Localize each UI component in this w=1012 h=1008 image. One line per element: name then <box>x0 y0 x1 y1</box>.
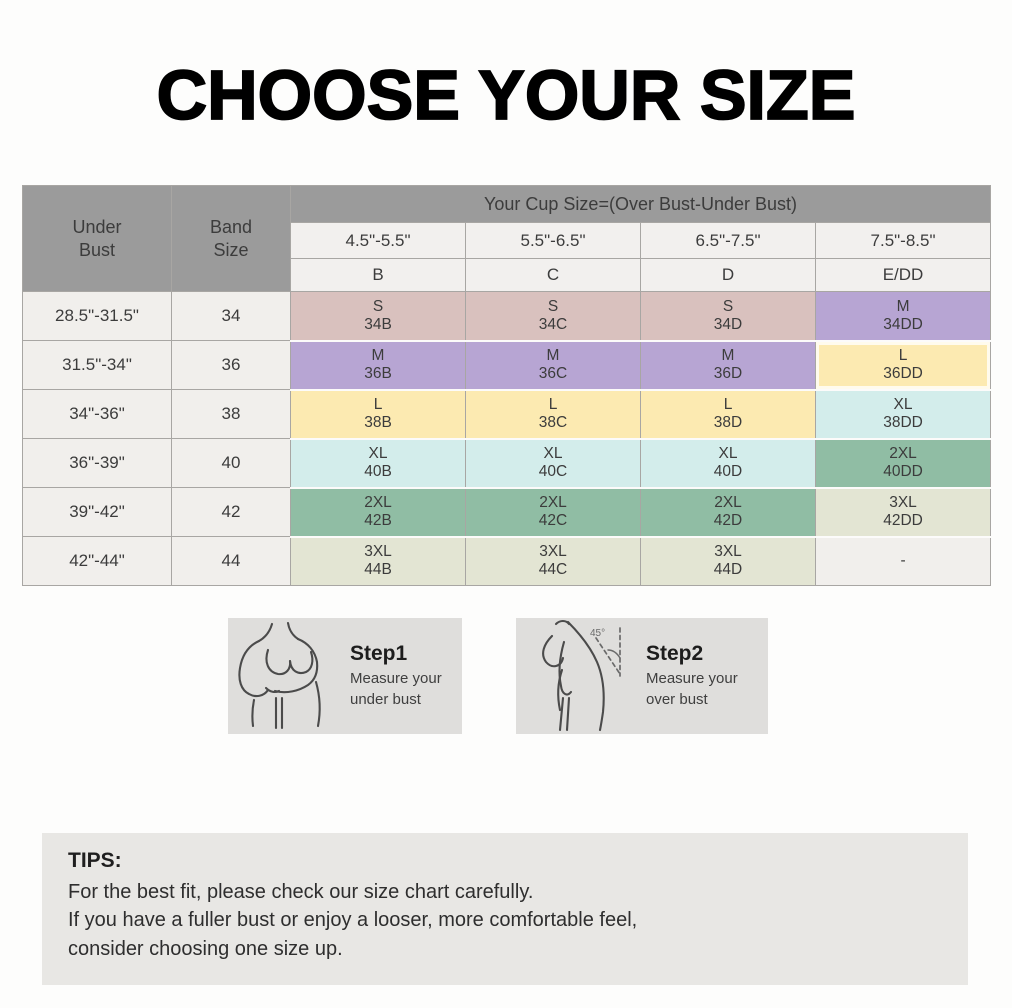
under-bust-value: 28.5"-31.5" <box>22 291 172 341</box>
step2-description-line2: over bust <box>646 690 708 708</box>
under-bust-value: 36"-39" <box>22 438 172 488</box>
size-cell-42C: 2XL 42C <box>465 486 641 537</box>
cup-range-c: 5.5"-6.5" <box>465 222 641 259</box>
step1-description-line1: Measure your <box>350 670 442 688</box>
size-cell-40B: XL 40B <box>290 437 466 488</box>
size-cell-40D: XL 40D <box>640 437 816 488</box>
column-header-band-size: Band Size <box>171 185 291 292</box>
step2-figure-icon: 45° <box>542 619 621 732</box>
under-bust-value: 34"-36" <box>22 389 172 439</box>
table-row: 28.5"-31.5" 34 S 34B S 34C S 34D M 34DD <box>22 291 992 341</box>
cup-range-d: 6.5"-7.5" <box>640 222 816 259</box>
size-cell-44DD-empty: - <box>814 535 992 586</box>
size-cell-34D: S 34D <box>640 291 816 341</box>
size-cell-36DD: L 36DD <box>814 339 992 390</box>
page-title: CHOOSE YOUR SIZE <box>156 55 857 135</box>
tips-panel: TIPS: For the best fit, please check our… <box>42 833 968 985</box>
step2-description-line1: Measure your <box>646 670 738 688</box>
table-row: 39"-42" 42 2XL 42B 2XL 42C 2XL 42D 3XL 42DD <box>22 486 992 537</box>
size-cell-38D: L 38D <box>640 388 816 439</box>
cup-range-edd: 7.5"-8.5" <box>814 222 992 259</box>
step1-title: Step1 <box>350 642 408 666</box>
band-size-value: 42 <box>171 487 291 537</box>
size-cell-36C: M 36C <box>465 339 641 390</box>
size-cell-44C: 3XL 44C <box>465 535 641 586</box>
band-size-value: 34 <box>171 291 291 341</box>
tips-line-2: If you have a fuller bust or enjoy a loo… <box>68 909 638 932</box>
cup-letter-c: C <box>465 258 641 292</box>
size-cell-40DD: 2XL 40DD <box>814 437 992 488</box>
size-cell-36B: M 36B <box>290 339 466 390</box>
size-cell-34C: S 34C <box>465 291 641 341</box>
size-chart-table: Under Bust Band Size Your Cup Size=(Over… <box>22 185 992 586</box>
tips-line-1: For the best fit, please check our size … <box>68 881 534 903</box>
cup-letter-d: D <box>640 258 816 292</box>
size-cell-38B: L 38B <box>290 388 466 439</box>
under-bust-value: 31.5"-34" <box>22 340 172 390</box>
step1-card: Step1 Measure your under bust <box>228 618 462 734</box>
column-header-under-bust: Under Bust <box>22 185 172 292</box>
table-row: 36"-39" 40 XL 40B XL 40C XL 40D 2XL 40DD <box>22 437 992 488</box>
size-cell-36D: M 36D <box>640 339 816 390</box>
cup-letter-b: B <box>290 258 466 292</box>
step2-card: 45° Step2 Measure your over bust <box>516 618 768 734</box>
under-bust-value: 39"-42" <box>22 487 172 537</box>
cup-size-header: Your Cup Size=(Over Bust-Under Bust) <box>289 185 992 223</box>
table-row: 34"-36" 38 L 38B L 38C L 38D XL 38DD <box>22 388 992 439</box>
size-cell-34B: S 34B <box>290 291 466 341</box>
size-cell-38C: L 38C <box>465 388 641 439</box>
step1-figure-icon <box>238 621 321 730</box>
size-cell-42B: 2XL 42B <box>290 486 466 537</box>
size-cell-42D: 2XL 42D <box>640 486 816 537</box>
size-cell-42DD: 3XL 42DD <box>814 486 992 537</box>
size-cell-38DD: XL 38DD <box>814 388 992 439</box>
under-bust-value: 42"-44" <box>22 536 172 586</box>
step1-description-line2: under bust <box>350 690 421 708</box>
size-cell-40C: XL 40C <box>465 437 641 488</box>
cup-range-b: 4.5"-5.5" <box>290 222 466 259</box>
tips-line-3: consider choosing one size up. <box>68 937 343 960</box>
table-row: 42"-44" 44 3XL 44B 3XL 44C 3XL 44D - <box>22 535 992 586</box>
band-size-value: 44 <box>171 536 291 586</box>
cup-letter-edd: E/DD <box>814 258 992 292</box>
band-size-value: 36 <box>171 340 291 390</box>
size-cell-44D: 3XL 44D <box>640 535 816 586</box>
tips-heading: TIPS: <box>68 849 122 872</box>
size-cell-34DD: M 34DD <box>814 291 992 341</box>
step2-angle-label: 45° <box>590 628 605 639</box>
band-size-value: 40 <box>171 438 291 488</box>
table-row: 31.5"-34" 36 M 36B M 36C M 36D L 36DD <box>22 339 992 390</box>
band-size-value: 38 <box>171 389 291 439</box>
size-cell-44B: 3XL 44B <box>290 535 466 586</box>
step2-title: Step2 <box>646 642 704 666</box>
